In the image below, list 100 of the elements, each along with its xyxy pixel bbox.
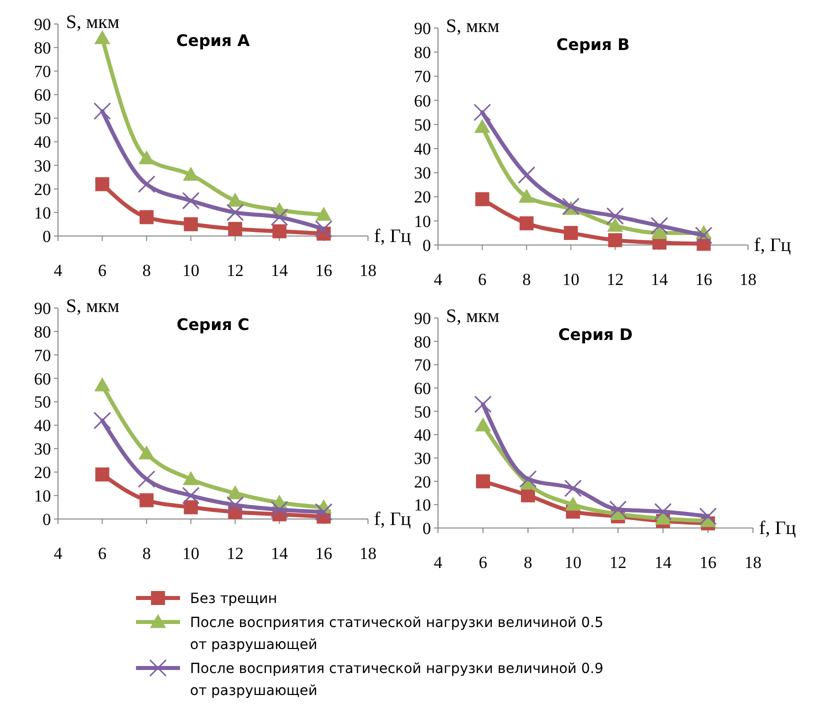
point	[475, 192, 490, 206]
point	[184, 217, 198, 232]
x-tick-label: 4	[54, 261, 63, 280]
x-tick-label: 4	[434, 553, 443, 572]
x-tick-label: 8	[142, 261, 151, 280]
point	[606, 207, 624, 225]
x-tick-label: 18	[744, 553, 762, 572]
point	[316, 206, 332, 221]
x-tick-label: 16	[695, 270, 712, 289]
x-tick-label: 6	[478, 270, 487, 289]
x-tick-label: 10	[182, 261, 200, 280]
x-tick-label: 14	[650, 270, 668, 289]
y-tick-label: 70	[34, 62, 51, 82]
x-tick-label: 10	[182, 544, 200, 563]
x-tick-label: 6	[98, 544, 107, 563]
text: Серия A	[176, 31, 250, 50]
y-tick-label: 10	[414, 212, 431, 231]
point	[520, 216, 534, 230]
point	[184, 500, 198, 514]
point	[475, 417, 491, 432]
y-tick-label: 70	[414, 67, 431, 86]
x-tick-label: 12	[610, 553, 626, 572]
y-tick-label: 90	[34, 298, 51, 318]
x-tick-label: 10	[564, 553, 582, 572]
x-tick-label: 6	[98, 261, 107, 280]
point	[228, 222, 242, 236]
y-tick-label: 60	[414, 91, 431, 110]
point	[562, 198, 580, 216]
y-tick-label: 20	[414, 472, 431, 492]
y-tick-label: 50	[34, 392, 51, 412]
x-tick-label: 14	[270, 544, 288, 563]
y-axis-title: S, мкм	[66, 12, 120, 33]
x-tick-label: 12	[226, 261, 244, 280]
point	[227, 485, 244, 500]
point	[226, 496, 244, 514]
x-tick-label: 14	[270, 261, 288, 280]
point	[140, 210, 154, 224]
point	[270, 500, 288, 518]
x-tick-label: 16	[700, 553, 716, 572]
point	[140, 493, 154, 508]
point	[474, 396, 492, 414]
y-tick-label: 40	[34, 132, 51, 152]
y-tick-label: 60	[34, 369, 51, 388]
x-axis-title: f, Гц	[374, 509, 411, 530]
point	[138, 470, 156, 488]
point	[474, 118, 490, 133]
point	[564, 226, 578, 240]
y-tick-label: 80	[34, 38, 51, 58]
y-tick-label: 60	[34, 86, 51, 105]
y-tick-label: 20	[34, 180, 51, 199]
point	[227, 192, 244, 207]
legend-label: Без трещин	[190, 590, 278, 607]
y-tick-label: 70	[34, 346, 51, 365]
point	[270, 208, 288, 226]
y-tick-label: 0	[42, 226, 51, 246]
point	[609, 500, 627, 518]
y-tick-label: 90	[414, 308, 431, 328]
point	[521, 488, 535, 502]
point	[608, 233, 622, 248]
x-tick-label: 12	[606, 270, 624, 289]
x-tick-label: 4	[434, 270, 443, 289]
x-tick-label: 16	[315, 261, 332, 280]
y-tick-label: 90	[34, 14, 51, 34]
text: Серия C	[176, 315, 250, 334]
point	[699, 508, 717, 526]
point	[607, 218, 624, 232]
x-tick-label: 18	[740, 270, 756, 289]
y-tick-label: 0	[42, 510, 51, 529]
point	[226, 204, 244, 222]
point	[518, 188, 535, 203]
point	[519, 470, 537, 488]
x-tick-label: 18	[360, 261, 376, 280]
point	[565, 496, 581, 511]
y-tick-label: 60	[414, 378, 431, 398]
text: Серия B	[556, 35, 630, 54]
point	[95, 177, 110, 192]
y-tick-label: 20	[414, 188, 431, 207]
legend-label: После восприятия статической нагрузки величиной 0.9 от разрушающей	[190, 660, 604, 699]
y-tick-label: 10	[414, 496, 431, 515]
y-tick-label: 20	[34, 463, 51, 482]
legend-label: После восприятия статической нагрузки величиной 0.5 от разрушающей	[190, 614, 604, 653]
point	[182, 486, 200, 504]
point	[182, 471, 199, 486]
point	[474, 104, 492, 122]
point	[654, 502, 672, 520]
y-axis-title: S, мкм	[66, 296, 120, 317]
x-tick-label: 4	[54, 544, 63, 563]
y-tick-label: 30	[34, 156, 51, 176]
x-tick-label: 8	[524, 553, 532, 572]
point	[138, 445, 155, 460]
y-tick-label: 30	[414, 164, 431, 183]
point	[272, 224, 286, 238]
y-axis-title: S, мкм	[446, 306, 500, 327]
point	[95, 467, 110, 482]
point	[94, 30, 110, 44]
x-tick-label: 12	[226, 544, 244, 563]
x-tick-label: 14	[654, 553, 672, 572]
x-tick-label: 16	[315, 544, 332, 563]
point	[138, 150, 155, 164]
y-tick-label: 0	[422, 518, 431, 538]
